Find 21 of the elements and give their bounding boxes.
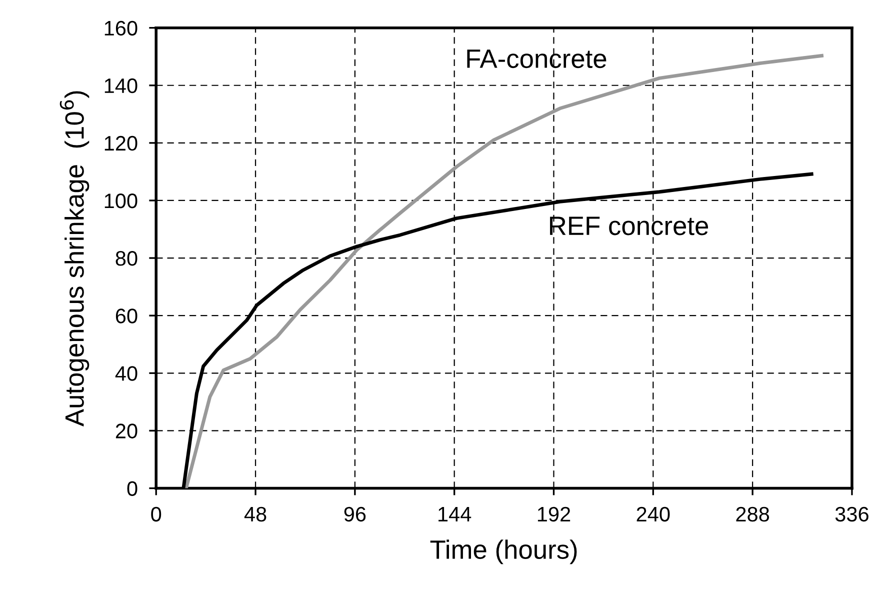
y-tick-label: 100 bbox=[104, 193, 138, 208]
x-tick-label: 192 bbox=[538, 506, 570, 522]
y-tick-label: 40 bbox=[115, 366, 138, 381]
x-tick-label: 336 bbox=[835, 506, 868, 522]
x-tick-label: 96 bbox=[344, 506, 366, 522]
x-tick-label: 0 bbox=[151, 506, 162, 522]
y-tick-label: 120 bbox=[104, 136, 138, 151]
y-tick-label: 60 bbox=[116, 308, 138, 324]
x-tick-label: 48 bbox=[244, 506, 266, 522]
y-tick-label: 0 bbox=[127, 481, 138, 496]
series-label: FA-concrete bbox=[467, 50, 606, 68]
y-tick-label: 20 bbox=[116, 424, 138, 438]
y-tick-label: 160 bbox=[104, 20, 138, 36]
series-label: REF concrete bbox=[550, 216, 708, 236]
y-tick-label: 140 bbox=[104, 78, 138, 94]
x-tick-label: 240 bbox=[636, 506, 670, 522]
x-tick-label: 288 bbox=[736, 506, 770, 522]
y-tick-label: 80 bbox=[116, 251, 138, 266]
y-axis-title: Autogenous shrinkage (10$^{6}$) bbox=[60, 91, 90, 426]
x-tick-label: 144 bbox=[438, 507, 472, 522]
x-axis-title: Time (hours) bbox=[430, 540, 577, 564]
